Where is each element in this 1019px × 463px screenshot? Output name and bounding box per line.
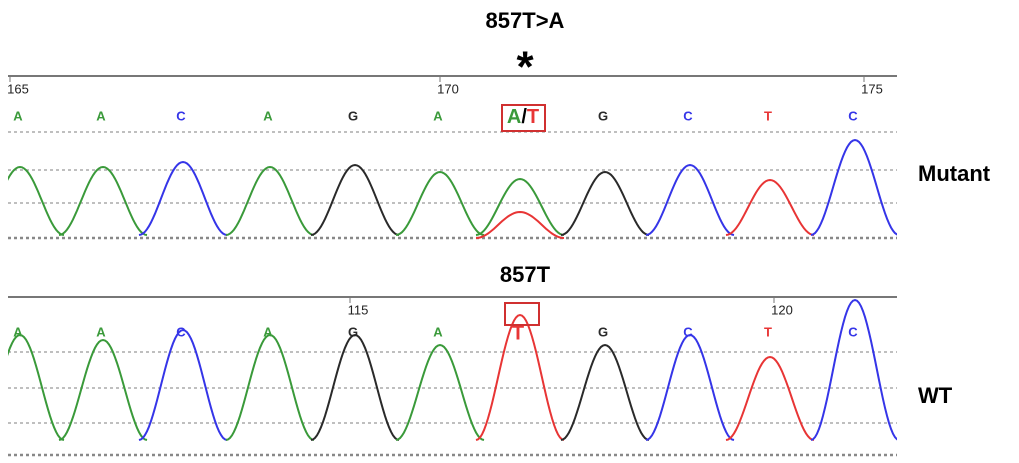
trace — [0, 140, 899, 238]
base-call-part: T — [527, 106, 539, 128]
base-call: C — [848, 108, 858, 123]
base-call: C — [848, 324, 858, 339]
base-call: T — [764, 324, 772, 339]
base-call: C — [683, 108, 693, 123]
base-call: G — [598, 108, 608, 123]
position-label: 170 — [437, 81, 459, 96]
base-call: A — [263, 108, 273, 123]
trace-peak — [311, 335, 399, 440]
base-call: G — [598, 324, 608, 339]
base-call: A — [96, 108, 106, 123]
base-call: A — [263, 324, 273, 339]
trace-peak — [226, 335, 314, 440]
page: 857T>A * Mutant 857T WT 165170175AACAGAA… — [0, 0, 1019, 463]
mutation-marker: * — [516, 43, 534, 92]
trace-peak — [811, 300, 899, 440]
position-label: 120 — [771, 302, 793, 317]
trace-peak — [139, 162, 227, 235]
trace-peak — [311, 165, 399, 235]
base-call: T — [764, 108, 772, 123]
trace-peak — [59, 167, 147, 235]
mutant-title: 857T>A — [486, 8, 565, 33]
base-call-part: A — [507, 106, 521, 128]
base-call: A — [433, 108, 443, 123]
trace-peak — [476, 179, 564, 235]
position-label: 165 — [7, 81, 29, 96]
mutant-label: Mutant — [918, 161, 991, 186]
trace-peak — [646, 335, 734, 440]
trace-peak — [561, 345, 649, 440]
trace-peak — [646, 165, 734, 235]
base-call: A — [13, 108, 23, 123]
base-call: C — [176, 108, 186, 123]
wt-label: WT — [918, 383, 953, 408]
wt-title: 857T — [500, 262, 551, 287]
base-call: A — [13, 324, 23, 339]
trace-peak — [0, 167, 64, 235]
trace-peak — [396, 345, 484, 440]
base-call: G — [348, 108, 358, 123]
base-call: G — [348, 324, 358, 339]
trace-peak — [811, 140, 899, 235]
base-call: C — [683, 324, 693, 339]
trace-peak — [726, 357, 814, 440]
trace — [0, 300, 899, 440]
base-call: A — [433, 324, 443, 339]
trace-peak — [59, 340, 147, 440]
trace-peak — [726, 180, 814, 235]
position-label: 175 — [861, 81, 883, 96]
trace-peak — [226, 167, 314, 235]
base-call: A — [96, 324, 106, 339]
base-call: A/T — [507, 106, 539, 128]
position-label: 115 — [348, 302, 369, 317]
base-call: C — [176, 324, 186, 339]
chromatogram-figure: 857T>A * Mutant 857T WT 165170175AACAGAA… — [0, 0, 1019, 463]
